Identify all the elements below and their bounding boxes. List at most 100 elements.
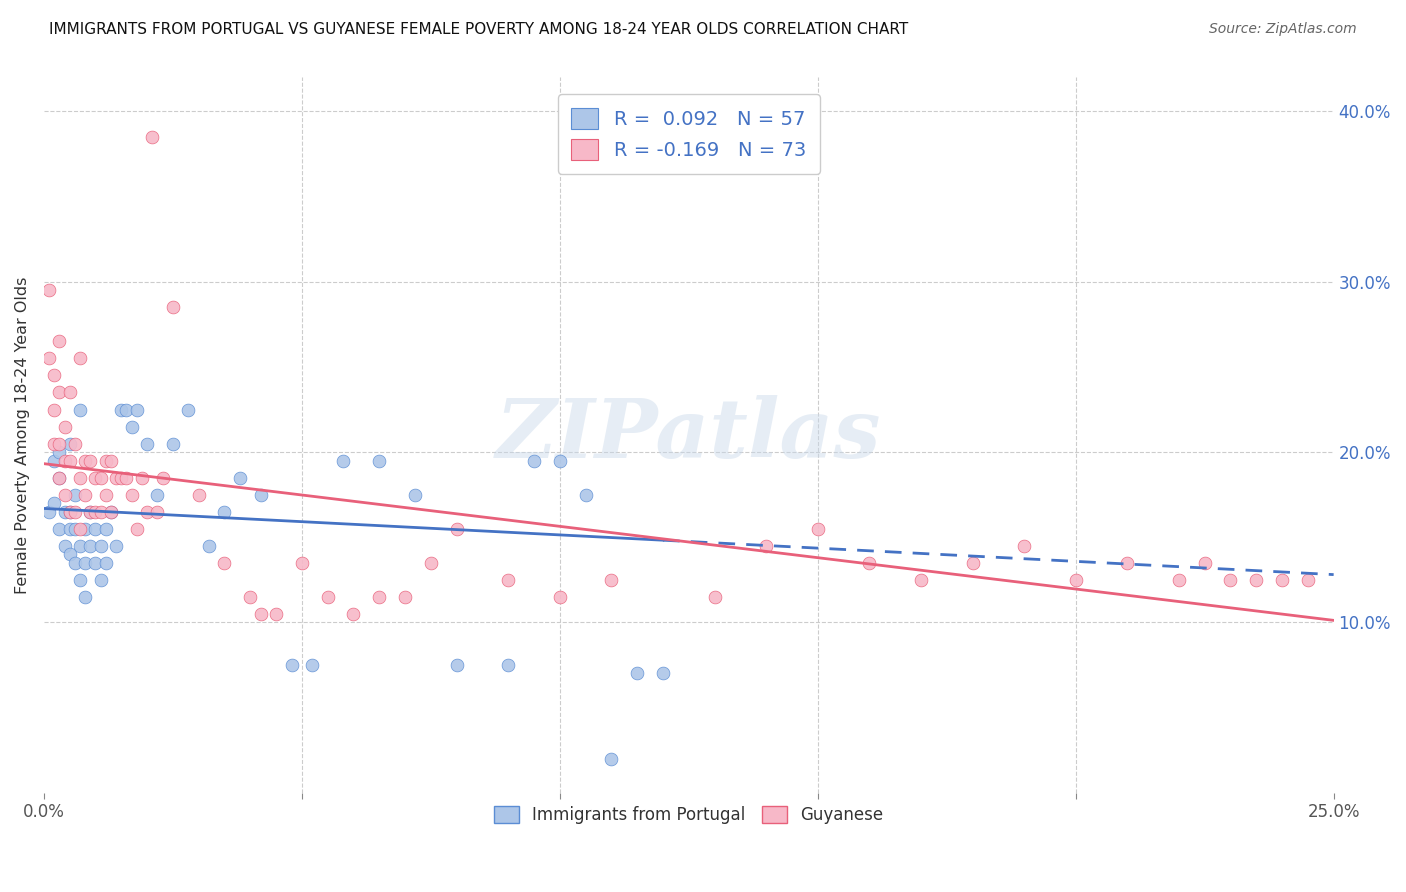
Point — [755, 539, 778, 553]
Point — [44, 436, 66, 450]
Point — [678, 104, 700, 119]
Point — [496, 573, 519, 587]
Point — [48, 522, 70, 536]
Point — [136, 505, 159, 519]
Point — [131, 470, 153, 484]
Point — [910, 573, 932, 587]
Text: ZIPatlas: ZIPatlas — [496, 395, 882, 475]
Point — [198, 539, 221, 553]
Point — [63, 488, 86, 502]
Point — [48, 436, 70, 450]
Point — [48, 470, 70, 484]
Point — [110, 470, 132, 484]
Legend: Immigrants from Portugal, Guyanese: Immigrants from Portugal, Guyanese — [484, 797, 894, 834]
Point — [59, 505, 82, 519]
Point — [94, 522, 117, 536]
Point — [125, 402, 148, 417]
Point — [316, 590, 339, 604]
Point — [301, 657, 323, 672]
Point — [394, 590, 416, 604]
Point — [69, 573, 91, 587]
Point — [38, 351, 60, 366]
Point — [59, 505, 82, 519]
Point — [105, 539, 128, 553]
Point — [69, 539, 91, 553]
Point — [38, 283, 60, 297]
Point — [53, 453, 76, 467]
Point — [100, 505, 122, 519]
Point — [59, 547, 82, 561]
Point — [63, 522, 86, 536]
Point — [136, 436, 159, 450]
Point — [496, 657, 519, 672]
Point — [94, 556, 117, 570]
Point — [90, 539, 112, 553]
Point — [152, 470, 174, 484]
Point — [79, 505, 101, 519]
Point — [652, 666, 675, 681]
Point — [1244, 573, 1267, 587]
Point — [105, 470, 128, 484]
Point — [249, 607, 271, 621]
Point — [162, 436, 184, 450]
Point — [574, 488, 596, 502]
Point — [229, 470, 252, 484]
Point — [962, 556, 984, 570]
Point — [548, 590, 571, 604]
Point — [75, 453, 97, 467]
Point — [79, 505, 101, 519]
Point — [63, 436, 86, 450]
Point — [44, 368, 66, 383]
Point — [115, 470, 138, 484]
Point — [90, 470, 112, 484]
Text: Source: ZipAtlas.com: Source: ZipAtlas.com — [1209, 22, 1357, 37]
Point — [1116, 556, 1139, 570]
Point — [125, 522, 148, 536]
Text: IMMIGRANTS FROM PORTUGAL VS GUYANESE FEMALE POVERTY AMONG 18-24 YEAR OLDS CORREL: IMMIGRANTS FROM PORTUGAL VS GUYANESE FEM… — [49, 22, 908, 37]
Point — [807, 522, 830, 536]
Point — [600, 751, 623, 765]
Point — [858, 556, 880, 570]
Point — [419, 556, 441, 570]
Point — [53, 488, 76, 502]
Point — [59, 453, 82, 467]
Point — [84, 556, 107, 570]
Point — [84, 470, 107, 484]
Point — [115, 402, 138, 417]
Point — [48, 334, 70, 349]
Point — [75, 556, 97, 570]
Point — [600, 573, 623, 587]
Point — [100, 505, 122, 519]
Point — [1296, 573, 1319, 587]
Point — [75, 522, 97, 536]
Point — [1167, 573, 1189, 587]
Point — [44, 402, 66, 417]
Point — [446, 522, 468, 536]
Point — [90, 573, 112, 587]
Point — [44, 453, 66, 467]
Point — [548, 453, 571, 467]
Point — [141, 130, 163, 145]
Point — [75, 590, 97, 604]
Point — [239, 590, 262, 604]
Point — [368, 590, 391, 604]
Point — [53, 505, 76, 519]
Point — [48, 385, 70, 400]
Point — [53, 539, 76, 553]
Point — [110, 402, 132, 417]
Point — [1064, 573, 1087, 587]
Point — [121, 488, 143, 502]
Point — [79, 453, 101, 467]
Point — [59, 436, 82, 450]
Point — [1271, 573, 1294, 587]
Point — [100, 453, 122, 467]
Point — [38, 505, 60, 519]
Point — [523, 453, 546, 467]
Point — [342, 607, 364, 621]
Point — [249, 488, 271, 502]
Point — [1012, 539, 1035, 553]
Point — [1194, 556, 1216, 570]
Point — [53, 419, 76, 434]
Point — [94, 453, 117, 467]
Point — [214, 556, 236, 570]
